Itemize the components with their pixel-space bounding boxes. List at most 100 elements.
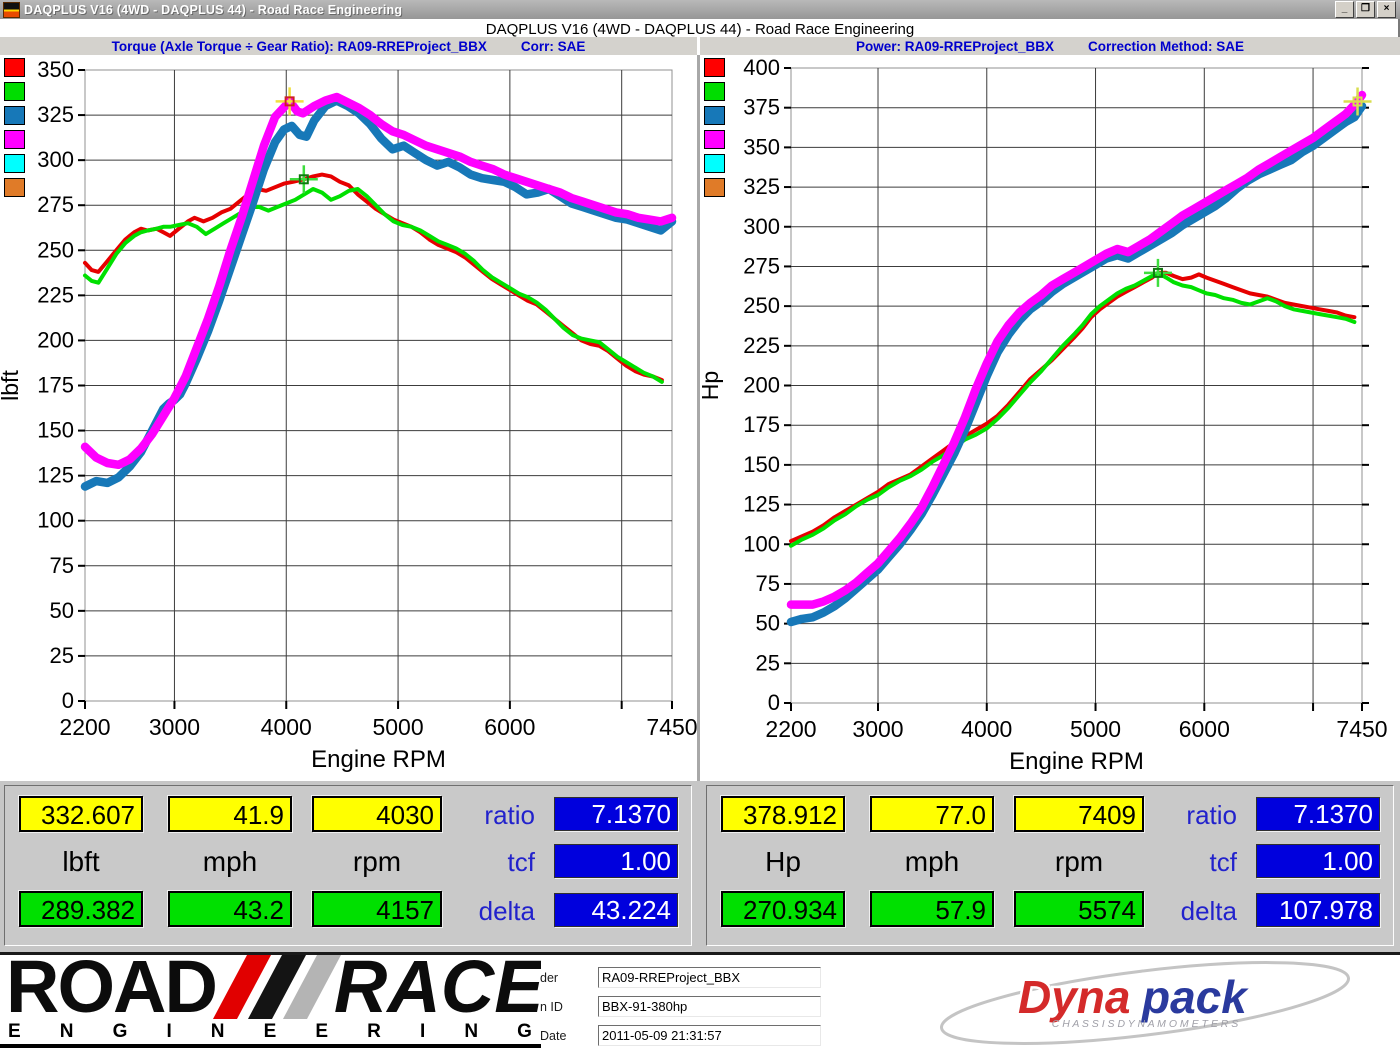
power-chart-region: 0 25 50 75 100 125 150 175 200 225 250 275 300 325 350… <box>700 55 1400 781</box>
readout-strip: 332.607 41.9 4030 lbft mph rpm 289.382 4… <box>0 781 1400 952</box>
dynapack-word-dyna: Dyna <box>1018 971 1130 1023</box>
rre-letter: I <box>419 1021 426 1042</box>
footer-strip: ROAD RACE E N G I N E E R I N G der n ID Date Dyna… <box>0 952 1400 1050</box>
y-tick-label: 50 <box>50 598 74 623</box>
power-ratio-value: 7.1370 <box>1256 797 1380 831</box>
legend-swatch-4[interactable] <box>4 154 25 173</box>
y-tick-label: 275 <box>743 253 780 278</box>
torque-cursor1-mph: 41.9 <box>168 796 292 832</box>
y-tick-label: 0 <box>62 688 74 713</box>
app-icon <box>3 1 20 18</box>
torque-ratio-value: 7.1370 <box>554 797 678 831</box>
y-tick-label: 350 <box>37 57 74 82</box>
x-tick-label: 3000 <box>852 716 903 742</box>
legend-swatch-2[interactable] <box>704 106 725 125</box>
x-tick-label: 7450 <box>1336 716 1387 742</box>
date-field[interactable] <box>598 1025 821 1046</box>
y-tick-label: 250 <box>743 293 780 318</box>
torque-chart-header: Torque (Axle Torque ÷ Gear Ratio): RA09-… <box>0 37 697 55</box>
legend-swatch-1[interactable] <box>704 82 725 101</box>
green-run-power-curve <box>789 270 1357 548</box>
y-tick-label: 350 <box>743 134 780 159</box>
cursor-marker-icon[interactable] <box>284 96 295 107</box>
close-button[interactable]: × <box>1377 1 1396 18</box>
legend-swatch-5[interactable] <box>4 178 25 197</box>
y-tick-label: 100 <box>743 531 780 556</box>
run-id-label: n ID <box>540 1000 563 1014</box>
torque-cursor2-value: 289.382 <box>19 891 143 927</box>
power-cursor2-mph: 57.9 <box>870 891 994 927</box>
rre-letter: N <box>464 1021 479 1042</box>
cursor-marker-icon[interactable] <box>1352 96 1363 107</box>
folder-label: der <box>540 971 559 985</box>
power-cursor2-rpm: 5574 <box>1014 891 1144 927</box>
cursor-marker-icon[interactable] <box>1152 267 1163 278</box>
torque-cursor2-rpm: 4157 <box>312 891 442 927</box>
torque-readout-panel: 332.607 41.9 4030 lbft mph rpm 289.382 4… <box>4 785 692 946</box>
y-tick-label: 125 <box>743 492 780 517</box>
torque-chart: 0 25 50 75 100 125 150 175 200 225 250 275 300 325 350… <box>0 57 697 773</box>
x-tick-label: 4000 <box>261 714 312 740</box>
power-cursor1-mph: 77.0 <box>870 796 994 832</box>
y-tick-label: 325 <box>37 102 74 127</box>
rre-letter: N <box>59 1021 74 1042</box>
y-tick-label: 100 <box>37 508 74 533</box>
y-tick-label: 175 <box>37 373 74 398</box>
y-tick-label: 225 <box>743 333 780 358</box>
power-cursor1-rpm: 7409 <box>1014 796 1144 832</box>
x-axis-title: Engine RPM <box>311 746 446 773</box>
legend-swatch-5[interactable] <box>704 178 725 197</box>
legend-swatch-0[interactable] <box>704 58 725 77</box>
dynapack-tagline: C H A S S I S D Y N A M O M E T E R S <box>1052 1018 1239 1030</box>
torque-correction-label: Corr: SAE <box>520 38 586 54</box>
ratio-label: ratio <box>484 800 535 830</box>
legend-swatch-2[interactable] <box>4 106 25 125</box>
legend-swatch-3[interactable] <box>704 130 725 149</box>
power-unit-label: Hp <box>765 846 801 877</box>
dynapack-swoosh-icon <box>939 961 1351 1045</box>
cursor-marker-icon[interactable] <box>298 174 309 185</box>
torque-cursor1-value: 332.607 <box>19 796 143 832</box>
y-tick-label: 275 <box>37 192 74 217</box>
dynapack-word-pack: pack <box>1140 971 1249 1023</box>
x-tick-label: 5000 <box>1070 716 1121 742</box>
y-axis-title: lbft <box>0 370 23 401</box>
y-tick-label: 175 <box>743 412 780 437</box>
rre-letter: E <box>8 1021 21 1042</box>
y-tick-label: 325 <box>743 174 780 199</box>
rpm-unit-label: rpm <box>352 846 402 877</box>
y-tick-label: 200 <box>743 373 780 398</box>
date-label: Date <box>540 1029 567 1043</box>
folder-field[interactable] <box>598 967 821 988</box>
minimize-button[interactable]: _ <box>1335 1 1354 18</box>
torque-tcf-value: 1.00 <box>554 844 678 878</box>
x-tick-label: 6000 <box>1179 716 1230 742</box>
legend-swatch-4[interactable] <box>704 154 725 173</box>
magenta-run-torque-curve <box>80 92 677 470</box>
mph-unit-label: mph <box>202 846 258 877</box>
road-race-engineering-logo: ROAD RACE E N G I N E E R I N G <box>0 955 541 1048</box>
y-tick-label: 0 <box>768 690 780 715</box>
legend-swatch-0[interactable] <box>4 58 25 77</box>
legend-swatch-1[interactable] <box>4 82 25 101</box>
inner-window-title: DAQPLUS V16 (4WD - DAQPLUS 44) - Road Ra… <box>485 21 915 38</box>
green-run-torque-curve <box>83 187 664 384</box>
tcf-label: tcf <box>507 847 535 877</box>
rpm-unit-label: rpm <box>1054 846 1104 877</box>
y-tick-label: 50 <box>756 611 780 636</box>
y-tick-label: 75 <box>756 571 780 596</box>
legend-swatch-3[interactable] <box>4 130 25 149</box>
restore-button[interactable]: ❐ <box>1356 1 1375 18</box>
run-id-field[interactable] <box>598 996 821 1017</box>
y-tick-label: 125 <box>37 463 74 488</box>
y-tick-label: 375 <box>743 95 780 120</box>
power-correction-label: Correction Method: SAE <box>1088 38 1245 54</box>
x-axis-title: Engine RPM <box>1009 748 1144 775</box>
rre-letter: N <box>210 1021 225 1042</box>
power-tcf-value: 1.00 <box>1256 844 1380 878</box>
chart-divider <box>697 55 700 781</box>
delta-label: delta <box>1180 896 1237 926</box>
rre-word-race: RACE <box>333 955 541 1028</box>
